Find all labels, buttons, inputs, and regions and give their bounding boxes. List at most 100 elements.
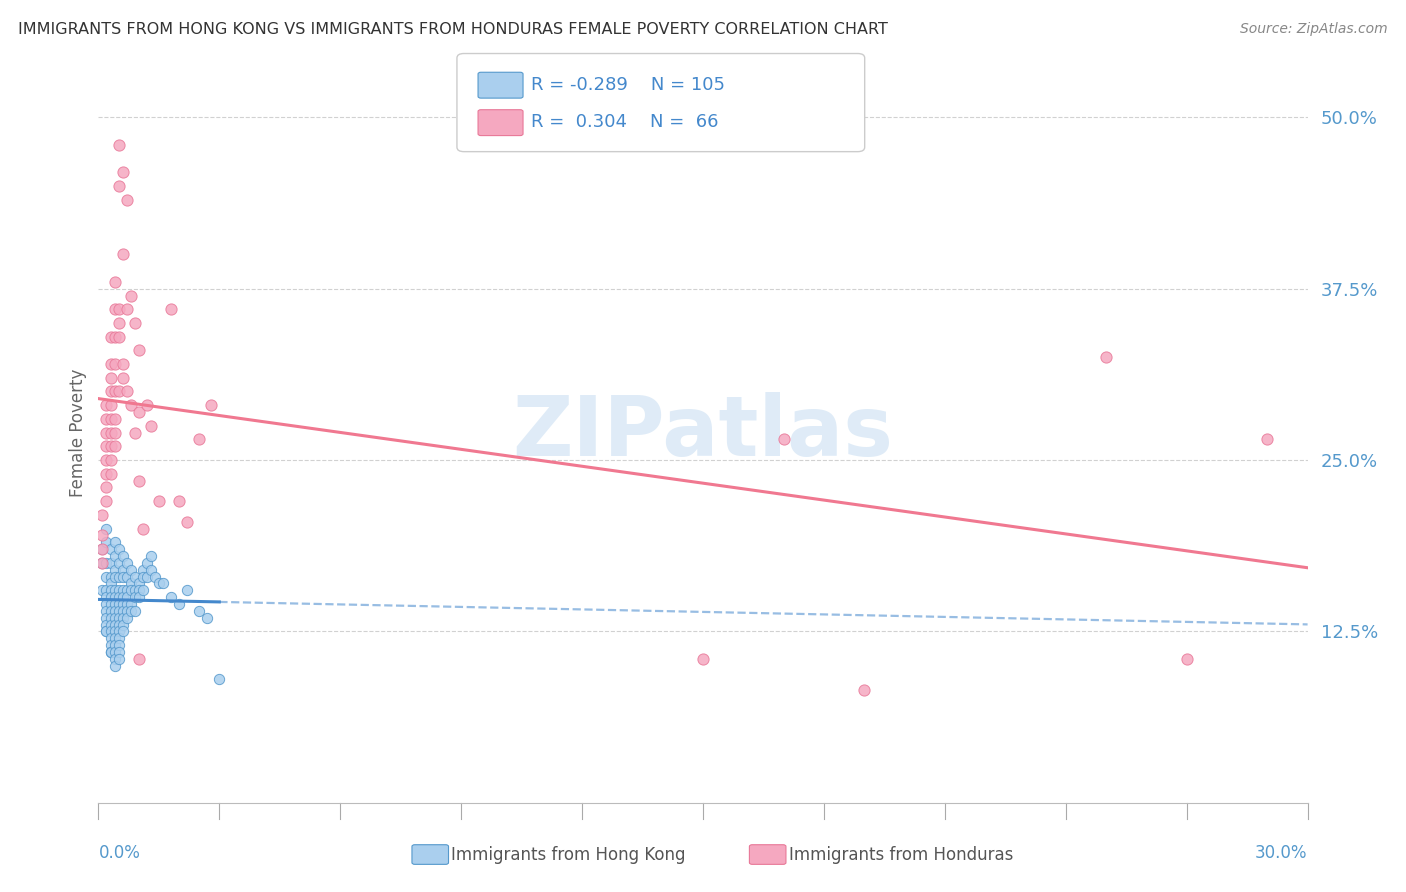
Point [100,638,122,652]
Point [96,569,118,583]
Point [132,569,155,583]
Point [128,405,150,419]
Text: R =  0.304    N =  66: R = 0.304 N = 66 [531,113,718,131]
Point [96,535,118,549]
Point [124,604,146,618]
Point [139,418,162,433]
Point [128,583,150,598]
Point [100,398,122,412]
Point [120,604,142,618]
Point [103,549,125,563]
Point [103,590,125,604]
Point [100,645,122,659]
Point [1256,433,1278,447]
Point [100,412,122,426]
Point [132,563,155,577]
Point [107,329,129,343]
Point [115,569,138,583]
Point [111,624,134,639]
Point [120,583,142,598]
Point [107,604,129,618]
Point [100,569,122,583]
Point [96,480,118,494]
Point [107,645,129,659]
Point [128,590,150,604]
Point [107,610,129,624]
Point [103,658,125,673]
Point [107,597,129,611]
Point [100,632,122,646]
Point [91,556,114,570]
Point [148,494,170,508]
Point [853,683,876,698]
Point [115,384,138,399]
Point [91,542,114,557]
Point [103,617,125,632]
Point [96,453,118,467]
Point [111,569,134,583]
Point [115,590,138,604]
Point [103,439,125,453]
Point [1175,652,1198,666]
Point [107,542,129,557]
Point [160,302,183,317]
Point [103,535,125,549]
Point [96,624,118,639]
Point [96,597,118,611]
Point [139,563,162,577]
Point [100,610,122,624]
Point [107,624,129,639]
Point [120,576,142,591]
Point [111,583,134,598]
Point [120,288,142,302]
Point [100,617,122,632]
Point [103,357,125,371]
Text: Source: ZipAtlas.com: Source: ZipAtlas.com [1240,22,1388,37]
Point [124,569,146,583]
Point [195,610,218,624]
Point [100,542,122,557]
Point [124,425,146,440]
Point [103,384,125,399]
Point [107,632,129,646]
Point [103,624,125,639]
Point [107,316,129,330]
Text: IMMIGRANTS FROM HONG KONG VS IMMIGRANTS FROM HONDURAS FEMALE POVERTY CORRELATION: IMMIGRANTS FROM HONG KONG VS IMMIGRANTS … [18,22,889,37]
Point [91,556,114,570]
Point [100,371,122,385]
Point [120,398,142,412]
Text: Immigrants from Hong Kong: Immigrants from Hong Kong [451,846,686,863]
Point [96,467,118,481]
Point [107,590,129,604]
Point [188,433,211,447]
Point [120,563,142,577]
Point [115,604,138,618]
Point [132,583,155,598]
Point [107,178,129,193]
Point [132,522,155,536]
Point [100,576,122,591]
Point [111,610,134,624]
Text: ZIPatlas: ZIPatlas [513,392,893,473]
Point [115,193,138,207]
Point [96,617,118,632]
Point [107,652,129,666]
Point [100,556,122,570]
Point [103,604,125,618]
Point [100,329,122,343]
Point [100,425,122,440]
Point [91,528,114,542]
Point [100,645,122,659]
Point [103,597,125,611]
Point [120,597,142,611]
Point [103,569,125,583]
Point [135,556,157,570]
Point [100,583,122,598]
Point [111,617,134,632]
Point [96,522,118,536]
Point [91,583,114,598]
Point [103,610,125,624]
Point [167,597,190,611]
Point [96,494,118,508]
Point [111,165,134,179]
